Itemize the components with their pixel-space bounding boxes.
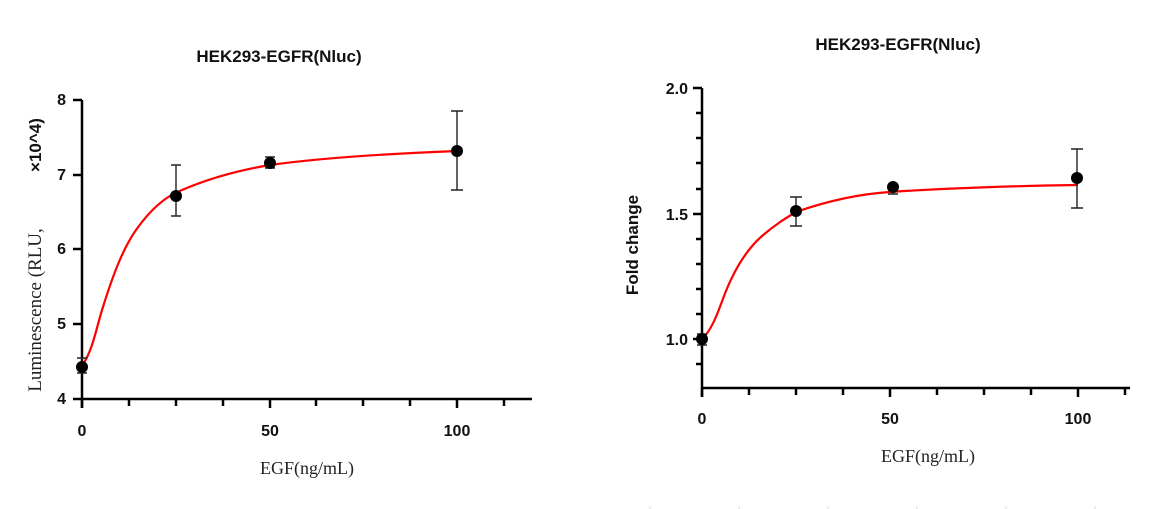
faint-marks	[649, 506, 1096, 509]
svg-text:0: 0	[78, 423, 87, 440]
svg-text:8: 8	[57, 92, 66, 109]
left-error-bars	[77, 110, 463, 374]
data-point	[170, 190, 182, 202]
left-chart: HEK293-EGFR(Nluc) 8 7 6 5 4 0 50 100 EGF…	[25, 47, 532, 479]
left-y-ticks: 8 7 6 5 4	[57, 92, 82, 408]
svg-text:100: 100	[1065, 411, 1092, 428]
svg-text:50: 50	[261, 423, 279, 440]
svg-text:4: 4	[57, 391, 66, 408]
data-point	[790, 205, 802, 217]
svg-text:7: 7	[57, 167, 66, 184]
data-point	[264, 157, 276, 169]
svg-text:1.5: 1.5	[666, 207, 688, 224]
right-x-ticks: 0 50 100	[698, 388, 1127, 428]
data-point	[696, 333, 708, 345]
right-x-axis-label: EGF(ng/mL)	[881, 446, 975, 467]
svg-text:1.0: 1.0	[666, 332, 688, 349]
left-y-axis-label: Luminescence (RLU, ×10^4)	[25, 118, 46, 392]
data-point	[887, 181, 899, 193]
right-fit-curve	[701, 183, 1079, 340]
svg-text:100: 100	[444, 423, 471, 440]
right-y-axis-label: Fold change	[623, 195, 642, 295]
svg-text:2.0: 2.0	[666, 81, 688, 98]
right-data-points	[696, 172, 1083, 345]
svg-text:50: 50	[881, 411, 899, 428]
left-x-axis-label: EGF(ng/mL)	[260, 458, 354, 479]
data-point	[451, 145, 463, 157]
right-y-ticks: 2.0 1.5 1.0	[666, 81, 702, 366]
right-error-bars	[697, 148, 1083, 346]
svg-text:0: 0	[698, 411, 707, 428]
right-chart: HEK293-EGFR(Nluc) 2.0 1.5 1.0 0 50 100 E…	[623, 35, 1130, 467]
left-data-points	[76, 145, 463, 373]
data-point	[1071, 172, 1083, 184]
right-chart-title: HEK293-EGFR(Nluc)	[815, 35, 980, 54]
left-fit-curve	[81, 149, 458, 367]
svg-text:6: 6	[57, 241, 66, 258]
left-x-ticks: 0 50 100	[78, 399, 506, 440]
svg-text:5: 5	[57, 316, 66, 333]
svg-text:Luminescence (RLU,: Luminescence (RLU,	[25, 228, 46, 392]
svg-text:×10^4): ×10^4)	[26, 118, 45, 172]
data-point	[76, 361, 88, 373]
left-chart-title: HEK293-EGFR(Nluc)	[196, 47, 361, 66]
